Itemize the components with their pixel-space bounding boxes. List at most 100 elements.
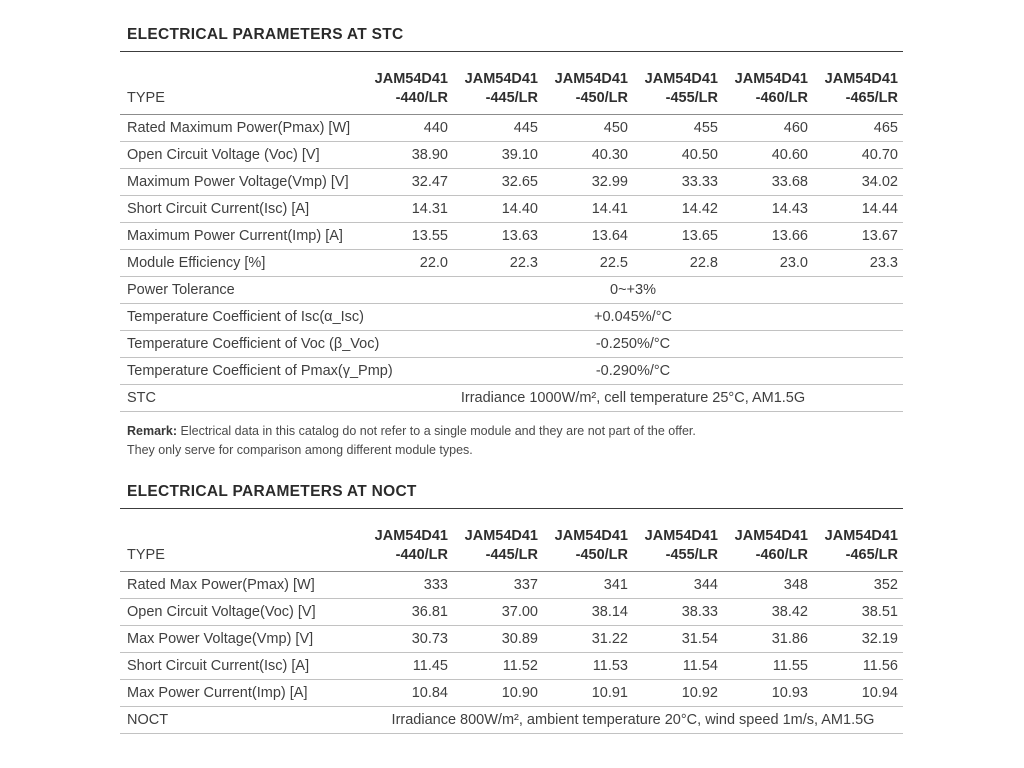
param-value: 22.5 [543, 249, 633, 277]
param-label: Maximum Power Voltage(Vmp) [V] [120, 168, 363, 196]
remark-label: Remark: [127, 424, 178, 438]
column-header: JAM54D41 -445/LR [453, 509, 543, 572]
column-header: JAM54D41 -440/LR [363, 509, 453, 572]
param-value: 11.55 [723, 652, 813, 680]
remark-note: Remark: Electrical data in this catalog … [127, 422, 903, 460]
param-value: Irradiance 800W/m², ambient temperature … [363, 706, 903, 734]
param-value: 40.70 [813, 141, 903, 169]
param-value: 11.53 [543, 652, 633, 680]
table-row: Max Power Current(Imp) [A] 10.84 10.90 1… [120, 679, 903, 707]
table-row: Short Circuit Current(Isc) [A] 11.45 11.… [120, 652, 903, 680]
param-label: Rated Maximum Power(Pmax) [W] [120, 114, 363, 142]
param-value: 14.40 [453, 195, 543, 223]
table-row: Temperature Coefficient of Voc (β_Voc) -… [120, 330, 903, 358]
model-variant: -450/LR [575, 547, 628, 563]
table-row: Power Tolerance 0~+3% [120, 276, 903, 304]
param-value: 11.54 [633, 652, 723, 680]
table-row: Maximum Power Current(Imp) [A] 13.55 13.… [120, 222, 903, 250]
param-value: 352 [813, 571, 903, 599]
column-header: JAM54D41 -465/LR [813, 509, 903, 572]
param-value: 30.73 [363, 625, 453, 653]
param-value: -0.250%/°C [363, 330, 903, 358]
column-header: JAM54D41 -465/LR [813, 52, 903, 115]
param-value: 30.89 [453, 625, 543, 653]
param-value: 39.10 [453, 141, 543, 169]
param-label: Rated Max Power(Pmax) [W] [120, 571, 363, 599]
table-row: Module Efficiency [%] 22.0 22.3 22.5 22.… [120, 249, 903, 277]
param-value: 37.00 [453, 598, 543, 626]
table-row: Max Power Voltage(Vmp) [V] 30.73 30.89 3… [120, 625, 903, 653]
param-value: 348 [723, 571, 813, 599]
param-label: Module Efficiency [%] [120, 249, 363, 277]
table-row: Rated Max Power(Pmax) [W] 333 337 341 34… [120, 571, 903, 599]
param-value: 32.19 [813, 625, 903, 653]
table-row: Rated Maximum Power(Pmax) [W] 440 445 45… [120, 114, 903, 142]
param-label: Open Circuit Voltage(Voc) [V] [120, 598, 363, 626]
param-label: Maximum Power Current(Imp) [A] [120, 222, 363, 250]
page-content: ELECTRICAL PARAMETERS AT STC TYPE JAM54D… [120, 26, 903, 734]
column-header: JAM54D41 -450/LR [543, 509, 633, 572]
param-value: 33.33 [633, 168, 723, 196]
model-variant: -465/LR [845, 90, 898, 106]
table-row: Temperature Coefficient of Isc(α_Isc) +0… [120, 303, 903, 331]
model-variant: -460/LR [755, 547, 808, 563]
param-value: 40.50 [633, 141, 723, 169]
model-variant: -460/LR [755, 90, 808, 106]
model-name: JAM54D41 [374, 71, 448, 87]
table-row: STC Irradiance 1000W/m², cell temperatur… [120, 384, 903, 412]
table-header-row: TYPE JAM54D41 -440/LR JAM54D41 -445/LR JAM… [120, 509, 903, 572]
table-row: Maximum Power Voltage(Vmp) [V] 32.47 32.… [120, 168, 903, 196]
param-label: STC [120, 384, 363, 412]
param-value: Irradiance 1000W/m², cell temperature 25… [363, 384, 903, 412]
param-value: 13.63 [453, 222, 543, 250]
column-header: JAM54D41 -445/LR [453, 52, 543, 115]
model-name: JAM54D41 [464, 528, 538, 544]
param-value: 341 [543, 571, 633, 599]
column-header: JAM54D41 -440/LR [363, 52, 453, 115]
model-name: JAM54D41 [464, 71, 538, 87]
model-name: JAM54D41 [554, 528, 628, 544]
param-value: 13.55 [363, 222, 453, 250]
model-variant: -445/LR [485, 90, 538, 106]
model-name: JAM54D41 [374, 528, 448, 544]
param-value: 11.52 [453, 652, 543, 680]
param-value: 38.90 [363, 141, 453, 169]
model-variant: -450/LR [575, 90, 628, 106]
model-variant: -440/LR [395, 547, 448, 563]
remark-text: Electrical data in this catalog do not r… [177, 424, 696, 438]
param-value: 13.64 [543, 222, 633, 250]
model-variant: -445/LR [485, 547, 538, 563]
param-value: 14.44 [813, 195, 903, 223]
column-header: JAM54D41 -455/LR [633, 52, 723, 115]
column-header: JAM54D41 -450/LR [543, 52, 633, 115]
param-value: 38.14 [543, 598, 633, 626]
param-value: 22.3 [453, 249, 543, 277]
param-label: Temperature Coefficient of Isc(α_Isc) [120, 303, 364, 331]
param-value: 38.42 [723, 598, 813, 626]
remark-text-line2: They only serve for comparison among dif… [127, 443, 473, 457]
model-name: JAM54D41 [734, 71, 808, 87]
model-name: JAM54D41 [824, 71, 898, 87]
param-value: 11.56 [813, 652, 903, 680]
param-value: 40.30 [543, 141, 633, 169]
param-label: Short Circuit Current(Isc) [A] [120, 652, 363, 680]
table-row: Open Circuit Voltage(Voc) [V] 36.81 37.0… [120, 598, 903, 626]
param-value: 337 [453, 571, 543, 599]
param-value: 33.68 [723, 168, 813, 196]
param-value: 31.22 [543, 625, 633, 653]
param-value: 23.3 [813, 249, 903, 277]
column-header: JAM54D41 -460/LR [723, 52, 813, 115]
column-header: JAM54D41 -455/LR [633, 509, 723, 572]
param-value: 36.81 [363, 598, 453, 626]
param-value: 450 [543, 114, 633, 142]
param-value: 14.42 [633, 195, 723, 223]
param-value: 22.0 [363, 249, 453, 277]
table-header-row: TYPE JAM54D41 -440/LR JAM54D41 -445/LR JAM… [120, 52, 903, 115]
param-value: 13.67 [813, 222, 903, 250]
param-label: Max Power Current(Imp) [A] [120, 679, 363, 707]
table-row: NOCT Irradiance 800W/m², ambient tempera… [120, 706, 903, 734]
model-name: JAM54D41 [644, 528, 718, 544]
section-spacer [120, 460, 903, 483]
model-variant: -465/LR [845, 547, 898, 563]
